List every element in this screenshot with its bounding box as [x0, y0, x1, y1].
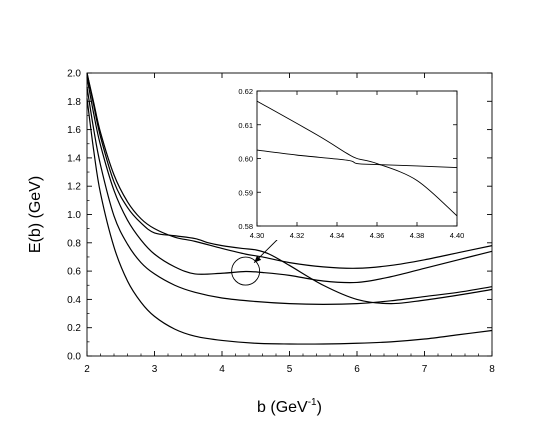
inset-curve-1 [256, 100, 458, 217]
y-tick-label: 1.6 [67, 125, 81, 136]
x-tick-label: 4 [219, 364, 225, 375]
y-tick-label: 1.0 [67, 210, 81, 221]
x-axis-label: b (GeV-1) [257, 397, 322, 416]
y-tick-label: 0.6 [67, 267, 81, 278]
main-curves [86, 72, 493, 345]
y-tick-label: 1.8 [67, 97, 81, 108]
y-tick-label: 2.0 [67, 69, 81, 80]
y-tick-label: 1.2 [67, 182, 81, 193]
inset-y-tick-label: 0.59 [238, 188, 253, 197]
inset-x-tick-label: 4.30 [250, 231, 265, 240]
curve-4 [86, 87, 493, 305]
x-tick-label: 7 [422, 364, 428, 375]
y-tick-label: 0.2 [67, 323, 81, 334]
inset-axis-ticks: 4.30 4.32 4.34 4.36 4.38 4.40 0.58 0.59 0.60 0.61… [238, 87, 464, 240]
main-axis-ticks: 2 3 4 5 6 7 8 0.0 0.2 0.4 0.6 0.8 1.0 1.2 1.4 1.6 1.8 2.0 [67, 69, 495, 376]
curve-1 [86, 98, 493, 345]
x-axis-label-main: b (GeV [257, 399, 308, 416]
x-tick-label: 6 [354, 364, 360, 375]
zoom-circle [231, 256, 261, 286]
inset-x-tick-label: 4.36 [370, 231, 385, 240]
x-tick-label: 5 [287, 364, 293, 375]
inset-curve-2 [256, 149, 458, 169]
x-axis-label-close: ) [317, 399, 322, 416]
inset-x-tick-label: 4.32 [290, 231, 305, 240]
curve-5 [86, 72, 493, 305]
zoom-arrow-head [254, 255, 262, 263]
y-tick-label: 0.0 [67, 352, 81, 363]
inset-y-tick-label: 0.60 [238, 155, 253, 164]
curve-2 [86, 77, 493, 284]
x-axis-label-superscript: -1 [308, 397, 317, 408]
curve-3 [86, 72, 493, 269]
inset-plot: 4.30 4.32 4.34 4.36 4.38 4.40 0.58 0.59 0.60 0.61… [225, 85, 465, 240]
inset-x-tick-label: 4.38 [410, 231, 425, 240]
inset-x-tick-label: 4.34 [330, 231, 345, 240]
y-tick-label: 0.4 [67, 295, 81, 306]
main-plot: 2 3 4 5 6 7 8 0.0 0.2 0.4 0.6 0.8 1.0 1.2 1.4 1.6 1.8 2.0… [27, 69, 495, 417]
y-tick-label: 0.8 [67, 238, 81, 249]
y-axis-label: E(b) (GeV) [27, 176, 44, 253]
y-tick-label: 1.4 [67, 153, 81, 164]
inset-y-tick-label: 0.62 [238, 87, 253, 96]
inset-x-tick-label: 4.40 [450, 231, 465, 240]
x-tick-label: 2 [84, 364, 90, 375]
inset-y-tick-label: 0.58 [238, 222, 253, 231]
inset-curves [256, 100, 458, 217]
x-tick-label: 3 [152, 364, 158, 375]
inset-y-tick-label: 0.61 [238, 121, 253, 130]
inset-background [225, 85, 465, 240]
x-tick-label: 8 [489, 364, 495, 375]
